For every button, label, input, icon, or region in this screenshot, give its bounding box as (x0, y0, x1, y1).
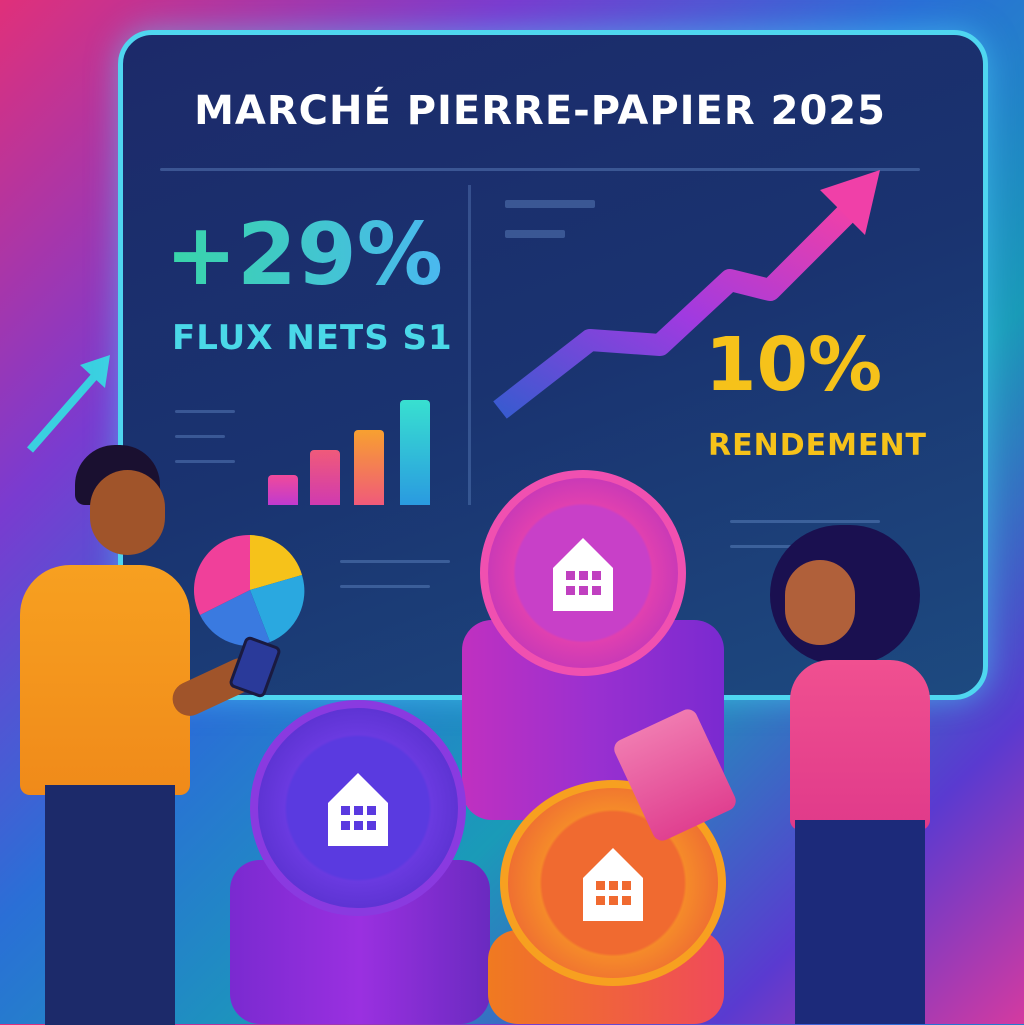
net-flows-value: +29% (165, 205, 443, 305)
placeholder-line (505, 200, 595, 208)
bar (268, 475, 298, 505)
bar (400, 400, 430, 505)
placeholder-line (175, 435, 225, 438)
divider (468, 185, 471, 505)
divider (160, 168, 920, 171)
woman-figure (760, 520, 960, 1024)
yield-value: 10% (705, 322, 883, 408)
bar (310, 450, 340, 505)
placeholder-line (340, 560, 450, 563)
man-figure (20, 440, 280, 1025)
trend-arrow-icon (493, 170, 880, 419)
house-coin-icon (480, 470, 686, 676)
bar (354, 430, 384, 505)
background-trend-arrow-icon (26, 355, 110, 453)
placeholder-line (175, 410, 235, 413)
placeholder-line (175, 460, 235, 463)
bar-chart-icon (268, 400, 438, 505)
net-flows-label: FLUX NETS S1 (172, 318, 453, 358)
pie-chart-icon (193, 534, 305, 646)
placeholder-line (730, 520, 880, 523)
yield-label: RENDEMENT (708, 428, 928, 463)
placeholder-line (505, 230, 565, 238)
dashboard-title: MARCHÉ PIERRE-PAPIER 2025 (194, 88, 886, 134)
placeholder-line (340, 585, 430, 588)
house-coin-icon (250, 700, 466, 916)
